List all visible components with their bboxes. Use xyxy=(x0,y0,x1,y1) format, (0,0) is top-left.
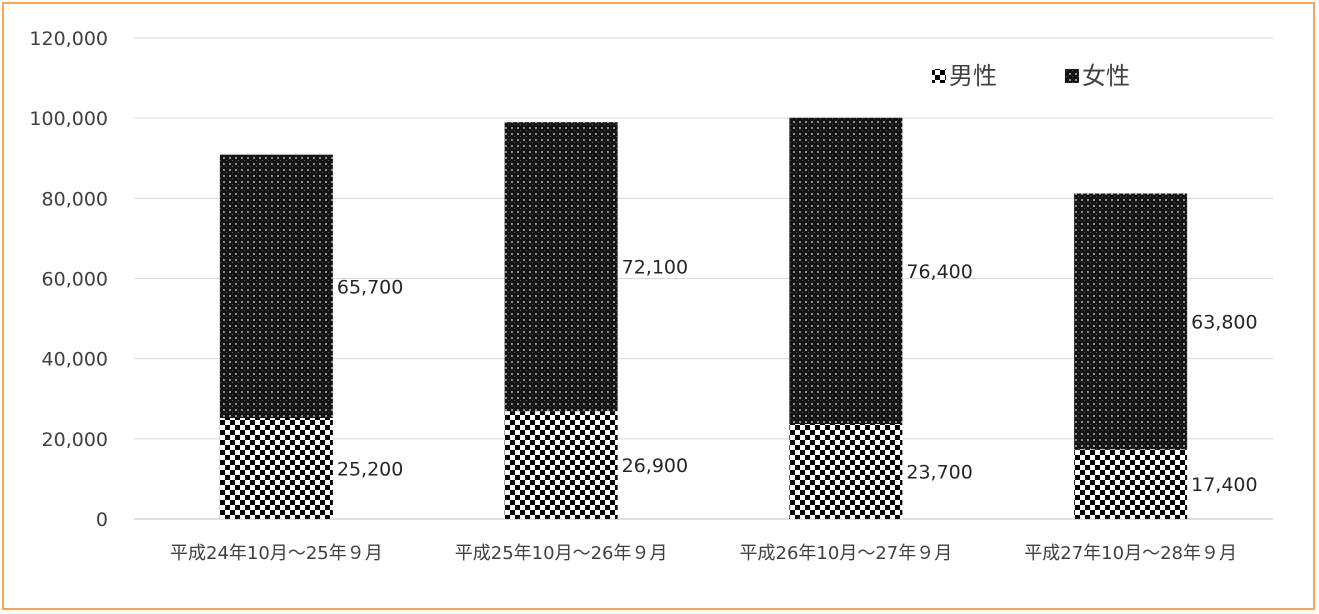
data-label: 26,900 xyxy=(622,455,688,477)
y-tick-label: 40,000 xyxy=(42,349,108,371)
bar-segment xyxy=(504,411,618,519)
x-category-label: 平成25年10月～26年９月 xyxy=(455,543,668,564)
bar-segment xyxy=(789,117,903,425)
y-axis-ticks: 0 20,000 40,000 60,000 80,000 100,000 120,000 xyxy=(29,28,108,531)
legend-swatch xyxy=(932,69,946,83)
data-label: 72,100 xyxy=(622,257,688,279)
data-label: 23,700 xyxy=(906,462,972,484)
data-label: 65,700 xyxy=(337,276,403,298)
y-tick-label: 120,000 xyxy=(29,28,108,50)
bar-segment xyxy=(219,417,333,519)
bar-segment xyxy=(1074,193,1188,450)
legend-swatch xyxy=(1065,69,1079,83)
x-category-label: 平成26年10月～27年９月 xyxy=(740,543,953,564)
x-axis-categories: 平成24年10月～25年９月 平成25年10月～26年９月 平成26年10月～27年… xyxy=(170,543,1237,564)
y-tick-label: 100,000 xyxy=(29,108,108,130)
y-tick-label: 80,000 xyxy=(42,188,108,210)
y-tick-label: 60,000 xyxy=(42,269,108,291)
data-label: 76,400 xyxy=(906,261,972,283)
legend-label: 女性 xyxy=(1082,62,1130,90)
bar-segment xyxy=(789,424,903,519)
bar-segment xyxy=(219,154,333,418)
data-label: 25,200 xyxy=(337,458,403,480)
data-label: 63,800 xyxy=(1191,311,1257,333)
legend: 男性 女性 xyxy=(932,62,1130,90)
y-tick-label: 20,000 xyxy=(42,429,108,451)
data-labels: 25,200 65,700 26,900 72,100 23,700 76,400 17,4… xyxy=(337,257,1258,496)
y-tick-label: 0 xyxy=(96,509,108,531)
bar-segment xyxy=(1074,449,1188,519)
legend-label: 男性 xyxy=(949,62,997,90)
data-label: 17,400 xyxy=(1191,474,1257,496)
bars xyxy=(219,117,1188,519)
x-category-label: 平成27年10月～28年９月 xyxy=(1024,543,1237,564)
x-category-label: 平成24年10月～25年９月 xyxy=(170,543,383,564)
bar-segment xyxy=(504,122,618,412)
